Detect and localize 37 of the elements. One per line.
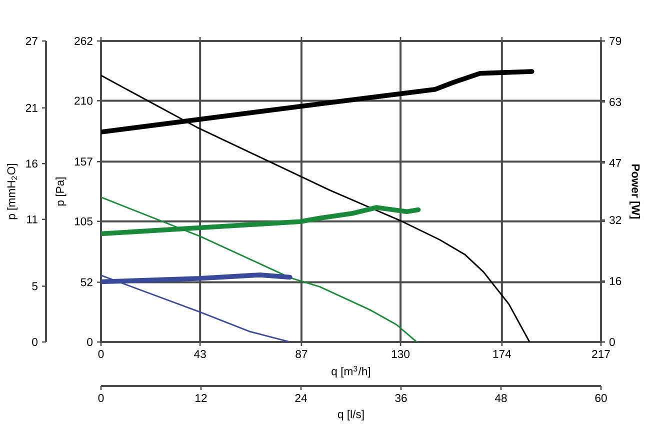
x-tick-label: 43 xyxy=(194,350,206,358)
y2-tick-label: 79 xyxy=(610,37,622,46)
y2-tick-label: 32 xyxy=(609,216,622,224)
y-tick-label: 262 xyxy=(74,36,92,45)
x2-axis-title: q [l/s] xyxy=(338,410,364,420)
x-tick-label: 130 xyxy=(392,350,410,358)
y-tick-label: 52 xyxy=(80,278,92,286)
x2-tick-label: 36 xyxy=(395,394,407,402)
x2-tick-label: 60 xyxy=(595,394,607,402)
y3-tick-label: 0 xyxy=(32,338,38,346)
x2-tick-label: 0 xyxy=(98,394,104,402)
y-axis-title: p [Pa] xyxy=(56,178,66,206)
y2-tick-label: 0 xyxy=(609,338,615,346)
line-series xyxy=(101,196,418,342)
y3-tick-label: 21 xyxy=(26,104,38,112)
x2-tick-label: 48 xyxy=(494,394,507,402)
y2-tick-label: 63 xyxy=(610,98,622,106)
y3-axis-title: p [mmH$_{2}$O] xyxy=(6,164,18,220)
y2-tick-label: 16 xyxy=(610,277,622,286)
x-tick-label: 87 xyxy=(296,350,308,358)
line-series xyxy=(101,274,291,342)
y2-axis-title: Power [W] xyxy=(629,164,640,219)
y-tick-label: 105 xyxy=(74,217,92,226)
y3-tick-label: 27 xyxy=(26,37,38,45)
y3-tick-label: 11 xyxy=(27,215,38,224)
y-tick-label: 0 xyxy=(87,338,93,346)
x2-tick-label: 24 xyxy=(295,394,307,402)
x2-tick-label: 12 xyxy=(196,394,207,402)
y-tick-label: 157 xyxy=(74,158,92,166)
x-tick-label: 174 xyxy=(493,350,512,358)
y2-tick-label: 47 xyxy=(609,159,622,167)
x-tick-label: 217 xyxy=(592,350,610,358)
x-axis-title: q [m$^{3}$/h] xyxy=(332,366,370,378)
x-tick-label: 0 xyxy=(98,350,104,358)
y3-tick-label: 5 xyxy=(32,282,38,290)
y3-tick-label: 16 xyxy=(26,160,38,168)
y-tick-label: 210 xyxy=(74,96,93,105)
